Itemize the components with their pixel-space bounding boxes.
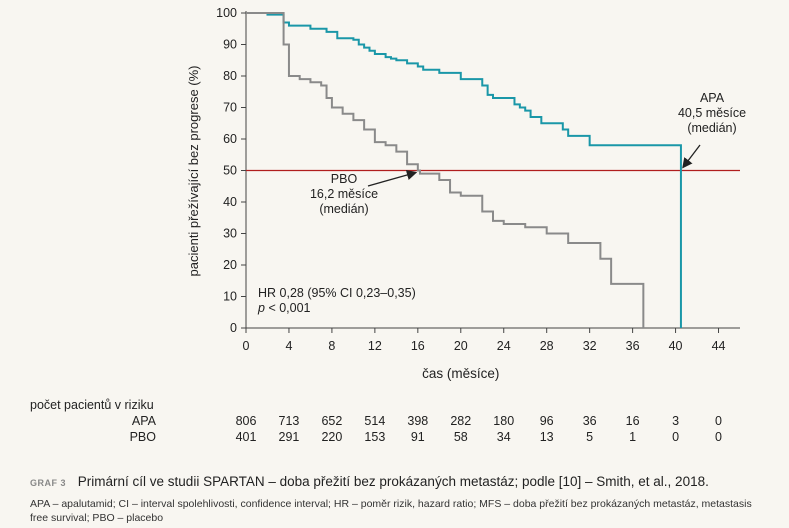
y-tick-label: 0 [230, 321, 237, 335]
x-tick-label: 12 [368, 339, 382, 353]
risk-cell: 3 [672, 414, 680, 428]
risk-cell: 398 [407, 414, 429, 428]
y-axis-label: pacienti přežívající bez progrese (%) [186, 66, 201, 277]
risk-cell: 34 [496, 430, 511, 444]
risk-cell: 806 [235, 414, 257, 428]
risk-cell: 13 [539, 430, 554, 444]
x-tick-label: 36 [626, 339, 640, 353]
risk-cell: 58 [453, 430, 468, 444]
pbo-median-annotation: (medián) [319, 202, 368, 216]
series-apa-curve [246, 12, 682, 328]
pbo-median-annotation: 16,2 měsíce [310, 187, 378, 201]
risk-cell: 291 [278, 430, 300, 444]
risk-cell: 282 [450, 414, 472, 428]
risk-cell: 0 [715, 430, 722, 444]
risk-cell: 0 [715, 414, 722, 428]
risk-cell: 652 [321, 414, 343, 428]
series-pbo-curve [246, 12, 645, 328]
x-tick-label: 0 [243, 339, 250, 353]
risk-table-title: počet pacientů v riziku [30, 398, 154, 412]
risk-cell: 180 [493, 414, 515, 428]
y-tick-label: 30 [223, 227, 237, 241]
apa-median-annotation: 40,5 měsíce [678, 106, 746, 120]
caption-text: Primární cíl ve studii SPARTAN – doba př… [77, 474, 709, 489]
x-tick-label: 24 [497, 339, 511, 353]
x-tick-label: 16 [411, 339, 425, 353]
kaplan-meier-chart: 0 10 20 30 40 50 60 70 80 90 100 0 4 8 12 16 20 24 28 32 36 4… [186, 6, 746, 381]
risk-row-label: PBO [129, 430, 156, 444]
risk-row-label: APA [131, 414, 156, 428]
y-tick-label: 60 [223, 132, 237, 146]
y-tick-label: 80 [223, 69, 237, 83]
p-value: p < 0,001 [257, 301, 311, 315]
risk-cell: 1 [629, 430, 637, 444]
x-tick-label: 4 [285, 339, 292, 353]
risk-cell: 514 [364, 414, 386, 428]
apa-median-annotation: APA [700, 91, 725, 105]
pbo-median-annotation: PBO [331, 172, 358, 186]
risk-cell: 220 [321, 430, 343, 444]
x-tick-label: 20 [454, 339, 468, 353]
y-tick-label: 50 [223, 164, 237, 178]
risk-cell: 16 [625, 414, 640, 428]
x-tick-label: 8 [328, 339, 335, 353]
risk-cell: 713 [278, 414, 300, 428]
risk-cell: 36 [582, 414, 597, 428]
y-tick-label: 100 [216, 6, 237, 20]
y-tick-label: 10 [223, 290, 237, 304]
y-tick-label: 90 [223, 38, 237, 52]
apa-median-annotation: (medián) [687, 121, 736, 135]
x-tick-label: 44 [712, 339, 726, 353]
y-tick-label: 70 [223, 101, 237, 115]
risk-cell: 0 [672, 430, 680, 444]
footnote: APA – apalutamid; CI – interval spolehli… [30, 498, 752, 524]
risk-cell: 401 [235, 430, 257, 444]
hr-statistic: HR 0,28 (95% CI 0,23–0,35) [258, 286, 416, 300]
risk-cell: 96 [539, 414, 554, 428]
apa-median-arrow [682, 144, 701, 169]
y-tick-label: 40 [223, 195, 237, 209]
risk-cell: 91 [410, 430, 425, 444]
x-tick-label: 40 [669, 339, 683, 353]
x-tick-label: 32 [583, 339, 597, 353]
y-tick-label: 20 [223, 258, 237, 272]
x-tick-label: 28 [540, 339, 554, 353]
risk-cell: 153 [364, 430, 386, 444]
caption-tag: GRAF 3 [30, 478, 67, 488]
pbo-median-arrow [367, 169, 418, 187]
figure-caption: GRAF 3 Primární cíl ve studii SPARTAN – … [30, 474, 709, 489]
x-axis-label: čas (měsíce) [422, 366, 499, 381]
risk-cell: 5 [586, 430, 594, 444]
